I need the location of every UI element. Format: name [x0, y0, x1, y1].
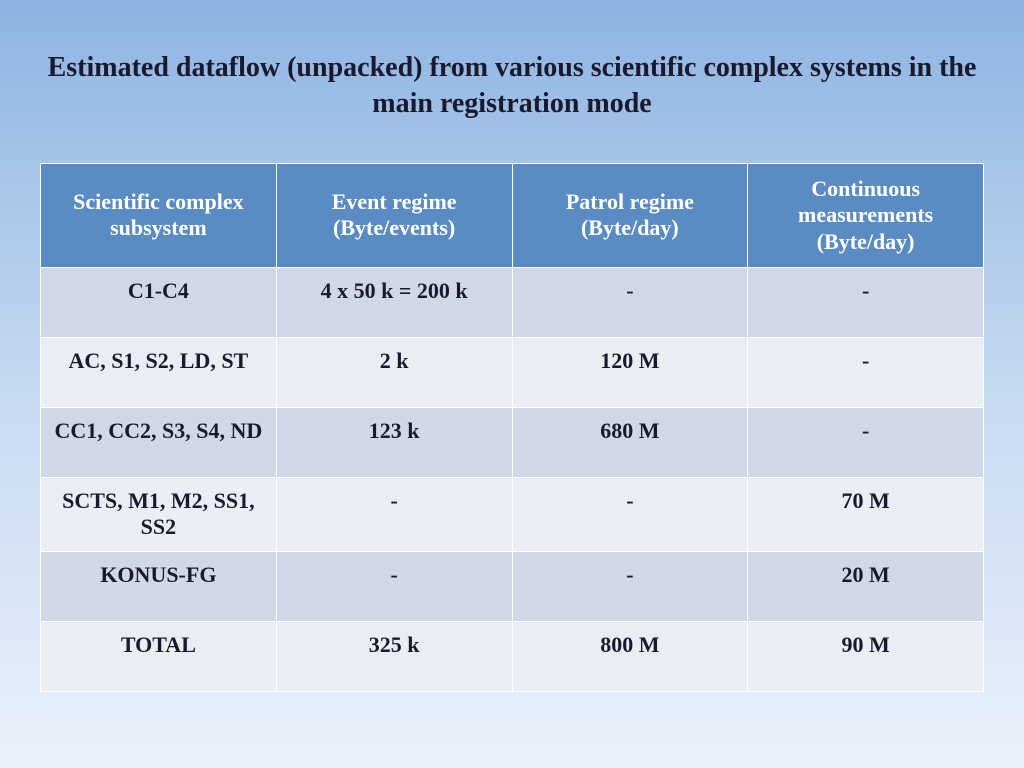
cell-subsystem: KONUS-FG — [41, 551, 277, 621]
cell-subsystem: CC1, CC2, S3, S4, ND — [41, 407, 277, 477]
col-header-continuous: Continuous measurements (Byte/day) — [748, 163, 984, 267]
col-header-patrol: Patrol regime (Byte/day) — [512, 163, 748, 267]
col-header-event: Event regime (Byte/events) — [276, 163, 512, 267]
table-row: SCTS, M1, M2, SS1, SS2 - - 70 M — [41, 477, 984, 551]
cell-continuous: - — [748, 407, 984, 477]
cell-event: - — [276, 477, 512, 551]
cell-continuous: 90 M — [748, 621, 984, 691]
cell-event: 325 k — [276, 621, 512, 691]
cell-continuous: - — [748, 337, 984, 407]
cell-subsystem: TOTAL — [41, 621, 277, 691]
cell-subsystem: SCTS, M1, M2, SS1, SS2 — [41, 477, 277, 551]
table-row-total: TOTAL 325 k 800 M 90 M — [41, 621, 984, 691]
cell-continuous: 20 M — [748, 551, 984, 621]
cell-continuous: 70 M — [748, 477, 984, 551]
cell-patrol: 120 M — [512, 337, 748, 407]
slide-container: Estimated dataflow (unpacked) from vario… — [0, 0, 1024, 732]
cell-event: 2 k — [276, 337, 512, 407]
cell-event: 4 x 50 k = 200 k — [276, 267, 512, 337]
cell-patrol: 800 M — [512, 621, 748, 691]
cell-patrol: - — [512, 477, 748, 551]
cell-continuous: - — [748, 267, 984, 337]
table-row: C1-C4 4 x 50 k = 200 k - - — [41, 267, 984, 337]
cell-patrol: - — [512, 551, 748, 621]
table-row: KONUS-FG - - 20 M — [41, 551, 984, 621]
dataflow-table: Scientific complex subsystem Event regim… — [40, 163, 984, 692]
cell-event: - — [276, 551, 512, 621]
cell-subsystem: C1-C4 — [41, 267, 277, 337]
slide-title: Estimated dataflow (unpacked) from vario… — [40, 50, 984, 123]
cell-patrol: - — [512, 267, 748, 337]
table-row: CC1, CC2, S3, S4, ND 123 k 680 M - — [41, 407, 984, 477]
cell-patrol: 680 M — [512, 407, 748, 477]
table-row: AC, S1, S2, LD, ST 2 k 120 M - — [41, 337, 984, 407]
table-header-row: Scientific complex subsystem Event regim… — [41, 163, 984, 267]
cell-subsystem: AC, S1, S2, LD, ST — [41, 337, 277, 407]
cell-event: 123 k — [276, 407, 512, 477]
col-header-subsystem: Scientific complex subsystem — [41, 163, 277, 267]
